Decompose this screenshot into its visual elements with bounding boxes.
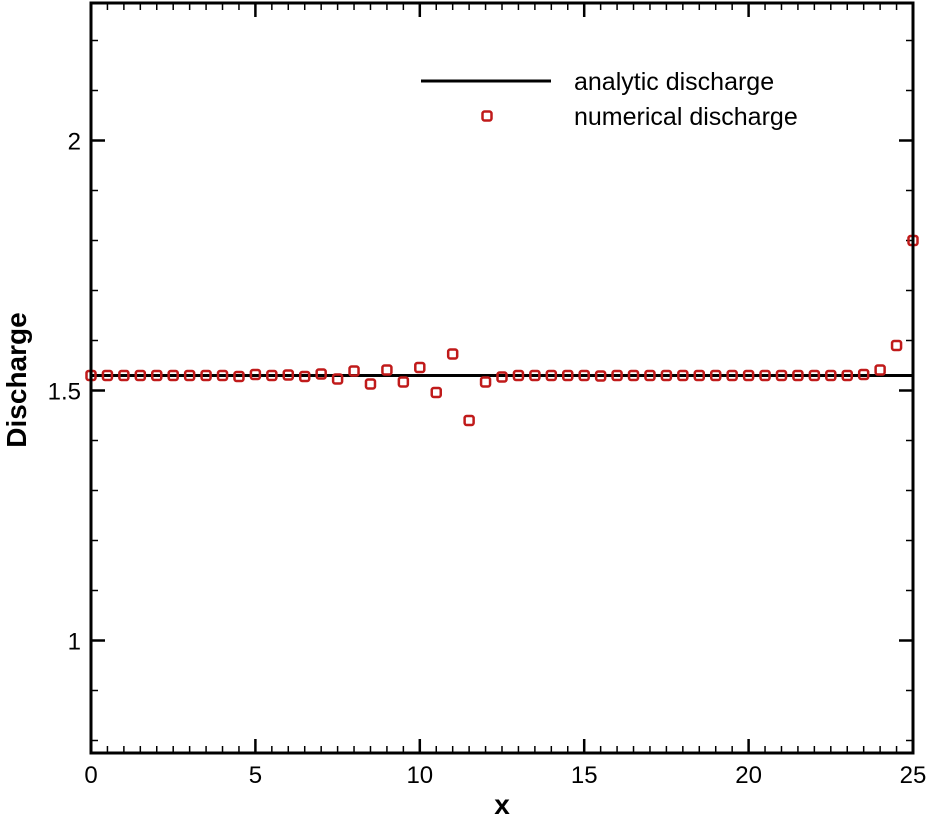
numerical-discharge-point (792, 369, 804, 382)
legend: analytic discharge numerical discharge (421, 68, 798, 131)
numerical-discharge-point (381, 364, 393, 376)
numerical-discharge-point (183, 369, 196, 382)
numerical-discharge-point (578, 369, 590, 382)
y-tick-label: 1.5 (48, 379, 81, 406)
numerical-discharge-point (808, 369, 821, 382)
numerical-discharge-point (397, 376, 410, 388)
numerical-discharge-point (118, 369, 130, 382)
numerical-discharge-point (348, 365, 360, 377)
numerical-discharge-point (496, 371, 508, 383)
numerical-discharge-point (216, 369, 229, 382)
numerical-discharge-point (611, 369, 623, 382)
numerical-discharge-point (594, 370, 607, 382)
x-tick-label: 20 (735, 762, 762, 789)
numerical-discharge-point (562, 369, 574, 382)
legend-numerical-marker-sample (481, 110, 493, 122)
numerical-discharge-point (890, 339, 903, 352)
numerical-discharge-point (134, 369, 147, 382)
numerical-discharge-point (479, 376, 492, 388)
x-tick-label: 25 (900, 762, 927, 789)
numerical-discharge-point (364, 378, 377, 390)
numerical-discharge-point (446, 348, 459, 360)
y-tick-label: 2 (68, 129, 81, 156)
x-axis-title: x (494, 789, 510, 817)
numerical-discharge-point (282, 369, 295, 381)
numerical-discharge-point (775, 369, 788, 382)
x-tick-label: 5 (249, 762, 262, 789)
y-tick-labels: 11.52 (48, 129, 81, 656)
numerical-discharge-point (101, 369, 114, 382)
numerical-discharge-point (151, 369, 163, 382)
numerical-discharge-point (266, 369, 278, 382)
numerical-discharge-point (233, 370, 245, 383)
legend-label-analytic: analytic discharge (574, 68, 774, 96)
numerical-discharge-point (627, 369, 640, 382)
numerical-discharge-point (331, 373, 344, 385)
numerical-discharge-point (430, 386, 442, 399)
numerical-discharge-point (200, 369, 212, 382)
x-tick-label: 10 (406, 762, 433, 789)
numerical-discharge-point (463, 414, 475, 427)
numerical-discharge-point (545, 369, 558, 382)
numerical-discharge-point (841, 369, 853, 382)
numerical-discharge-point (512, 369, 525, 382)
legend-label-numerical: numerical discharge (574, 103, 798, 131)
numerical-discharge-point (529, 369, 541, 382)
plot-frame (89, 1, 915, 755)
numerical-discharge-point (414, 361, 426, 374)
numerical-discharge-point (874, 364, 886, 376)
numerical-discharge-point (315, 368, 327, 380)
y-tick-label: 1 (68, 629, 81, 656)
y-axis-title: Discharge (1, 312, 32, 447)
numerical-discharge-point (660, 369, 673, 382)
series-layer (85, 234, 919, 427)
x-tick-label: 0 (84, 762, 97, 789)
numerical-discharge-point (825, 369, 837, 382)
x-tick-labels: 0 5 10 15 20 25 (84, 762, 926, 789)
numerical-discharge-point (693, 369, 706, 382)
numerical-discharge-point (726, 369, 738, 382)
numerical-discharge-point (644, 369, 656, 382)
numerical-discharge-point (759, 369, 771, 382)
numerical-discharge-point (742, 369, 755, 382)
numerical-discharge-point (249, 368, 262, 381)
numerical-discharge-point (298, 370, 311, 383)
numerical-discharge-point (709, 369, 722, 382)
numerical-discharge-point (167, 369, 179, 382)
numerical-discharge-point (857, 368, 870, 381)
x-tick-label: 15 (571, 762, 598, 789)
numerical-discharge-point (677, 369, 689, 382)
